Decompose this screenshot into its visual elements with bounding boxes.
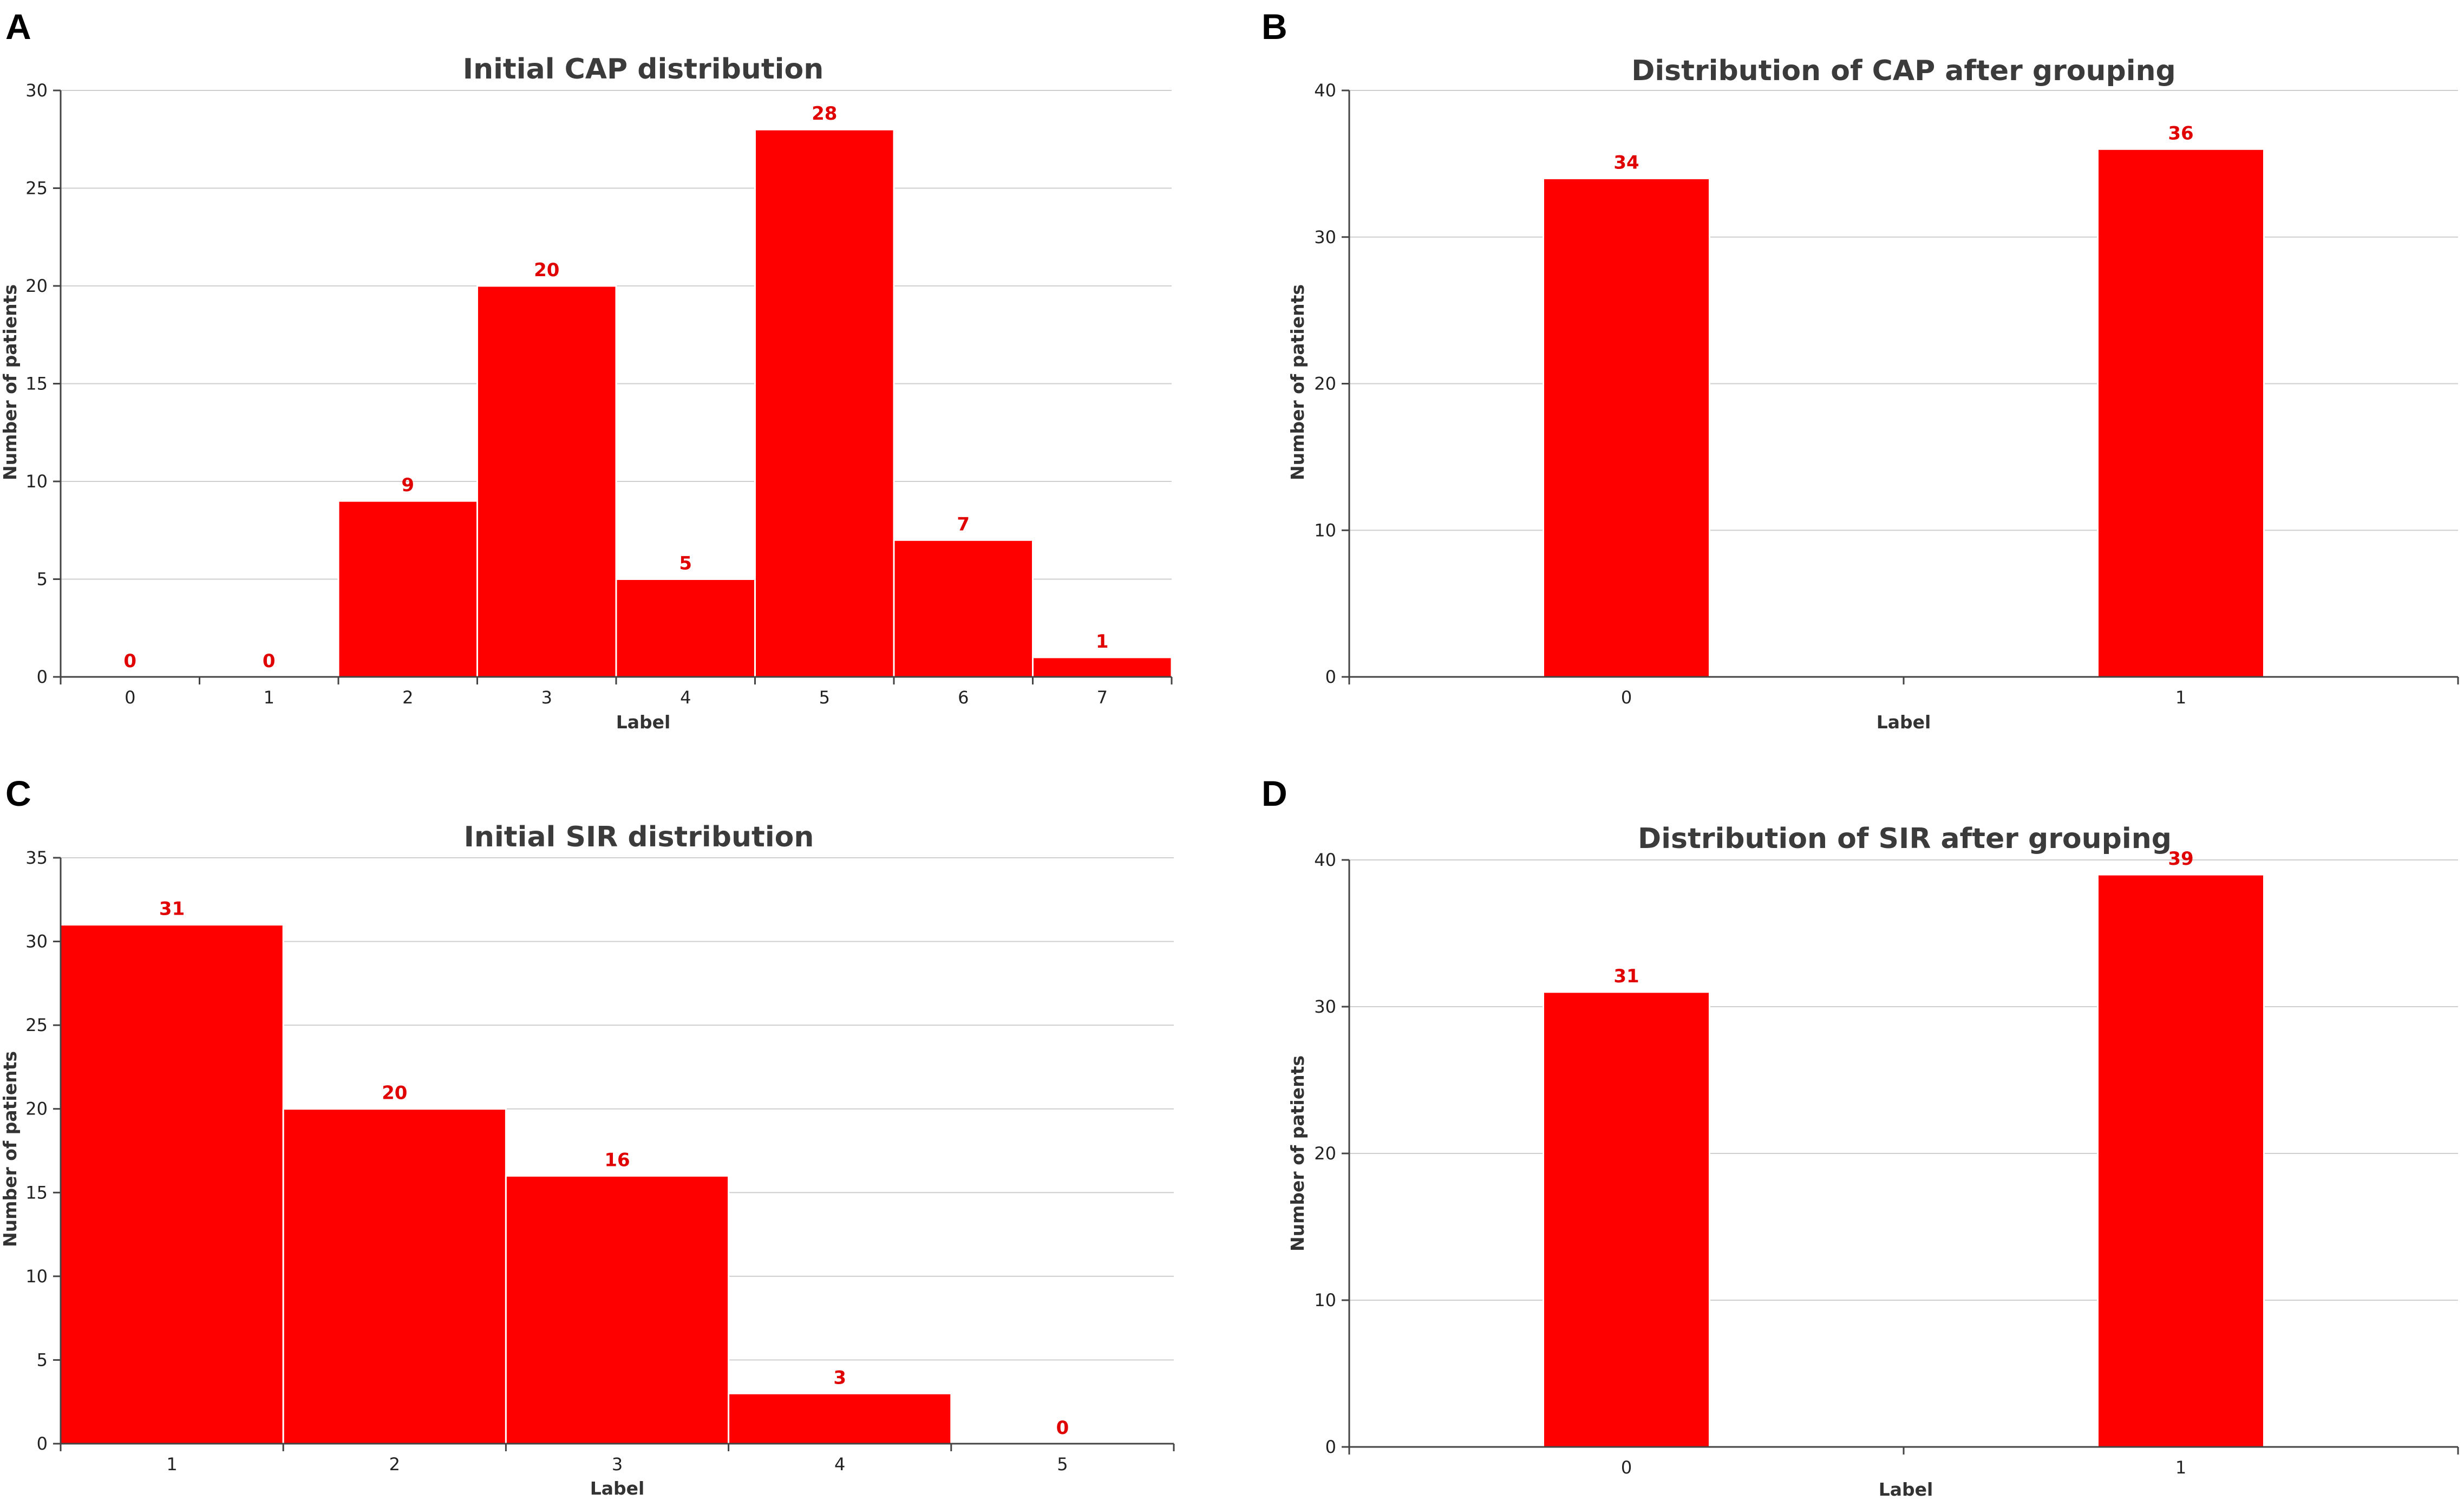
y-tick-label: 15 xyxy=(25,1182,48,1203)
data-label-5: 0 xyxy=(1056,1417,1069,1439)
x-tick-label-0: 0 xyxy=(1621,1457,1632,1478)
y-axis-title: Number of patients xyxy=(0,284,21,480)
y-tick-label: 10 xyxy=(25,1266,48,1287)
y-tick-label: 0 xyxy=(1325,1437,1336,1457)
y-tick-label: 10 xyxy=(25,471,48,492)
x-tick-label-1: 1 xyxy=(264,687,274,708)
x-tick-label-5: 5 xyxy=(1057,1454,1068,1475)
x-tick-label-5: 5 xyxy=(819,687,830,708)
data-label-6: 7 xyxy=(957,513,970,535)
x-tick-label-3: 3 xyxy=(541,687,552,708)
data-label-7: 1 xyxy=(1096,631,1109,653)
y-tick-label: 20 xyxy=(1314,374,1336,394)
x-tick-label-0: 0 xyxy=(125,687,135,708)
chart-sir-grouped: Distribution of SIR after grouping Label… xyxy=(1287,823,2459,1500)
y-tick-label: 30 xyxy=(1314,227,1336,247)
data-label-3: 20 xyxy=(534,259,559,281)
x-tick-label-1: 1 xyxy=(2175,687,2186,708)
y-tick-label: 5 xyxy=(37,569,48,590)
bar-0 xyxy=(1543,177,1710,678)
data-label-1: 31 xyxy=(159,898,185,920)
x-axis-title: Label xyxy=(590,1478,645,1499)
y-tick-label: 10 xyxy=(1314,1290,1336,1310)
y-tick-label: 20 xyxy=(25,1099,48,1119)
y-tick-label: 35 xyxy=(25,847,48,868)
bar-5 xyxy=(754,128,895,678)
x-axis-title: Label xyxy=(616,712,671,733)
y-axis-title: Number of patients xyxy=(1287,284,1308,480)
y-tick-label: 25 xyxy=(25,178,48,199)
panel-letter-b: B xyxy=(1262,6,1287,47)
x-tick-label-0: 0 xyxy=(1621,687,1632,708)
bar-1 xyxy=(2097,148,2265,678)
x-tick-label-2: 2 xyxy=(389,1454,400,1475)
y-tick-label: 15 xyxy=(25,374,48,394)
x-tick-label-2: 2 xyxy=(402,687,413,708)
data-label-1: 39 xyxy=(2168,848,2193,870)
x-tick-label-6: 6 xyxy=(958,687,969,708)
bar-3 xyxy=(505,1175,730,1445)
y-tick-label: 0 xyxy=(37,1433,48,1454)
data-label-0: 31 xyxy=(1613,966,1639,987)
x-tick-label-1: 1 xyxy=(2175,1457,2186,1478)
x-axis-title: Label xyxy=(1877,712,1931,733)
y-tick-label: 0 xyxy=(37,667,48,687)
y-tick-label: 25 xyxy=(25,1015,48,1035)
bar-0 xyxy=(1543,991,1710,1448)
y-tick-label: 40 xyxy=(1314,850,1336,870)
panel-letter-c: C xyxy=(5,773,31,813)
bar-6 xyxy=(893,539,1034,678)
data-label-4: 5 xyxy=(679,553,692,575)
y-axis-title: Number of patients xyxy=(1287,1055,1308,1251)
bar-4 xyxy=(728,1392,952,1445)
y-tick-label: 5 xyxy=(37,1349,48,1370)
bar-1 xyxy=(60,924,284,1445)
data-label-3: 16 xyxy=(604,1149,630,1171)
y-tick-label: 30 xyxy=(25,931,48,952)
x-tick-label-4: 4 xyxy=(834,1454,845,1475)
bar-4 xyxy=(615,578,756,678)
y-tick-label: 30 xyxy=(25,80,48,101)
y-tick-label: 40 xyxy=(1314,80,1336,101)
panel-letter-d: D xyxy=(1262,773,1287,813)
x-tick-label-4: 4 xyxy=(680,687,691,708)
panel-letter-a: A xyxy=(5,6,31,47)
y-tick-label: 10 xyxy=(1314,520,1336,540)
y-tick-label: 20 xyxy=(1314,1143,1336,1164)
chart-title: Initial CAP distribution xyxy=(463,53,824,86)
y-tick-label: 0 xyxy=(1325,667,1336,687)
data-label-0: 0 xyxy=(123,650,136,672)
x-axis-title: Label xyxy=(1879,1479,1933,1500)
data-label-5: 28 xyxy=(812,103,837,125)
chart-initial-sir: Initial SIR distribution Label Number of… xyxy=(0,821,1175,1499)
bar-7 xyxy=(1032,656,1173,678)
data-label-4: 3 xyxy=(833,1367,846,1388)
y-tick-label: 30 xyxy=(1314,996,1336,1017)
chart-cap-grouped: Distribution of CAP after grouping Label… xyxy=(1287,55,2459,733)
chart-title: Initial SIR distribution xyxy=(464,821,814,853)
bar-2 xyxy=(282,1108,507,1445)
y-tick-label: 20 xyxy=(25,276,48,296)
data-label-1: 0 xyxy=(263,650,276,672)
y-axis-title: Number of patients xyxy=(0,1051,21,1247)
chart-title: Distribution of CAP after grouping xyxy=(1631,55,2176,87)
chart-initial-cap: Initial CAP distribution Label Number of… xyxy=(0,53,1173,733)
bar-3 xyxy=(476,285,617,678)
data-label-0: 34 xyxy=(1613,152,1639,173)
x-tick-label-3: 3 xyxy=(612,1454,623,1475)
chart-title: Distribution of SIR after grouping xyxy=(1638,823,2172,855)
x-tick-label-1: 1 xyxy=(166,1454,177,1475)
data-label-2: 9 xyxy=(401,474,414,496)
x-tick-label-7: 7 xyxy=(1097,687,1108,708)
bar-1 xyxy=(2097,873,2265,1448)
bar-2 xyxy=(337,500,478,678)
data-label-1: 36 xyxy=(2168,122,2193,144)
data-label-2: 20 xyxy=(382,1082,407,1104)
